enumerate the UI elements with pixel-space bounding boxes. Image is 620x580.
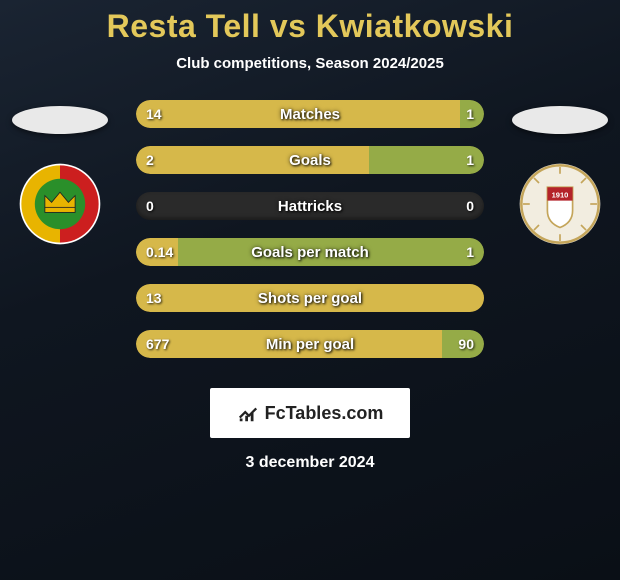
korona-badge-icon <box>18 162 102 246</box>
stat-row: 67790Min per goal <box>136 330 484 358</box>
page-title: Resta Tell vs Kwiatkowski <box>0 8 620 45</box>
stats-bars: 141Matches 21Goals 00Hattricks 0.141Goals p… <box>136 100 484 376</box>
stat-label: Hattricks <box>136 192 484 220</box>
svg-text:1910: 1910 <box>552 190 569 199</box>
page-subtitle: Club competitions, Season 2024/2025 <box>0 55 620 72</box>
left-team-badge <box>18 162 102 246</box>
stat-row: 141Matches <box>136 100 484 128</box>
comparison-infographic: Resta Tell vs Kwiatkowski Club competiti… <box>0 0 620 580</box>
stat-label: Matches <box>136 100 484 128</box>
content-area: 1910 141Matches 21Goals 00Hattricks 0.141Go… <box>0 90 620 370</box>
left-team-ellipse <box>12 106 108 134</box>
stat-label: Min per goal <box>136 330 484 358</box>
footer-date: 3 december 2024 <box>0 454 620 472</box>
stat-row: 21Goals <box>136 146 484 174</box>
brand-text: FcTables.com <box>265 403 384 424</box>
stat-row: 13Shots per goal <box>136 284 484 312</box>
right-team-ellipse <box>512 106 608 134</box>
stat-label: Goals <box>136 146 484 174</box>
stat-label: Shots per goal <box>136 284 484 312</box>
brand-logo: FcTables.com <box>210 388 410 438</box>
stat-label: Goals per match <box>136 238 484 266</box>
stat-row: 0.141Goals per match <box>136 238 484 266</box>
stat-row: 00Hattricks <box>136 192 484 220</box>
chart-icon <box>237 402 259 424</box>
widzew-badge-icon: 1910 <box>518 162 602 246</box>
right-team-badge: 1910 <box>518 162 602 246</box>
